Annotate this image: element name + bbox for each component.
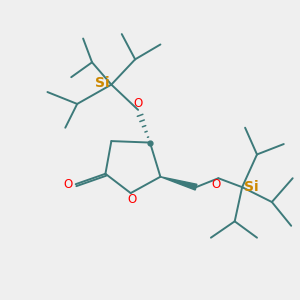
Text: O: O [212, 178, 220, 191]
Text: O: O [128, 193, 137, 206]
Text: Si: Si [94, 76, 109, 90]
Text: Si: Si [244, 180, 259, 194]
Text: O: O [134, 97, 143, 110]
Polygon shape [160, 177, 197, 190]
Text: O: O [64, 178, 73, 191]
